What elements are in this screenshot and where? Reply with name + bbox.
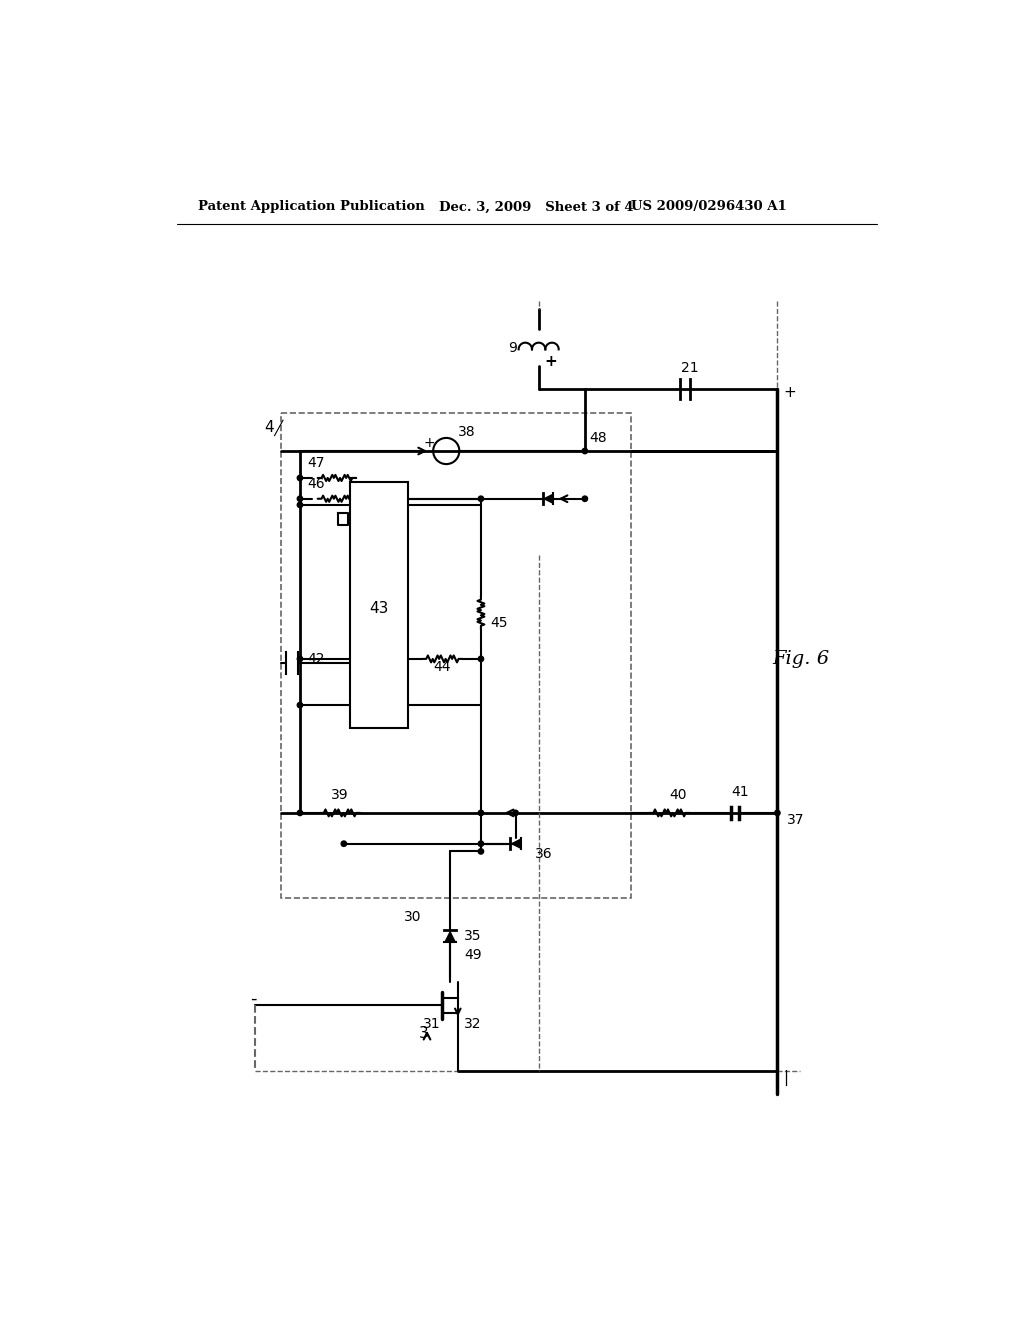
- Polygon shape: [444, 931, 456, 942]
- Text: -: -: [250, 990, 256, 1008]
- Text: Patent Application Publication: Patent Application Publication: [199, 201, 425, 214]
- Text: 38: 38: [458, 425, 475, 438]
- Text: 49: 49: [464, 948, 481, 962]
- Polygon shape: [510, 838, 521, 849]
- Circle shape: [513, 810, 518, 816]
- Text: |: |: [783, 1071, 788, 1086]
- Circle shape: [297, 702, 303, 708]
- Circle shape: [478, 810, 483, 816]
- Circle shape: [478, 656, 483, 661]
- Text: 40: 40: [670, 788, 687, 803]
- Circle shape: [297, 656, 303, 661]
- Circle shape: [341, 841, 346, 846]
- Text: 31: 31: [423, 1018, 440, 1031]
- Circle shape: [478, 496, 483, 502]
- Text: +: +: [783, 385, 797, 400]
- Bar: [350, 482, 408, 729]
- Polygon shape: [543, 494, 553, 504]
- Circle shape: [297, 810, 303, 816]
- Circle shape: [478, 841, 483, 846]
- Text: 9: 9: [508, 342, 517, 355]
- Text: 37: 37: [787, 813, 805, 828]
- Text: 39: 39: [331, 788, 348, 803]
- Text: +: +: [423, 436, 435, 450]
- Text: US 2009/0296430 A1: US 2009/0296430 A1: [631, 201, 786, 214]
- Circle shape: [297, 502, 303, 508]
- Text: 35: 35: [464, 929, 481, 942]
- Text: 42: 42: [307, 652, 326, 665]
- Text: Dec. 3, 2009   Sheet 3 of 4: Dec. 3, 2009 Sheet 3 of 4: [438, 201, 633, 214]
- Text: 46: 46: [307, 477, 326, 491]
- Text: 3: 3: [419, 1026, 429, 1041]
- Circle shape: [478, 849, 483, 854]
- Text: 32: 32: [464, 1018, 481, 1031]
- Text: 45: 45: [490, 615, 508, 630]
- Text: 36: 36: [535, 846, 552, 861]
- Text: Fig. 6: Fig. 6: [772, 649, 829, 668]
- Text: 21: 21: [681, 362, 698, 375]
- Circle shape: [583, 449, 588, 454]
- Text: 4: 4: [264, 420, 273, 434]
- Circle shape: [583, 496, 588, 502]
- Circle shape: [297, 475, 303, 480]
- Text: 41: 41: [731, 785, 749, 799]
- Text: 30: 30: [403, 909, 422, 924]
- Circle shape: [297, 496, 303, 502]
- Text: +: +: [545, 354, 558, 370]
- Text: 47: 47: [307, 457, 326, 470]
- Text: 43: 43: [370, 602, 388, 616]
- Bar: [281, 412, 631, 898]
- Text: 48: 48: [590, 430, 607, 445]
- Text: 44: 44: [433, 660, 451, 675]
- Circle shape: [775, 810, 780, 816]
